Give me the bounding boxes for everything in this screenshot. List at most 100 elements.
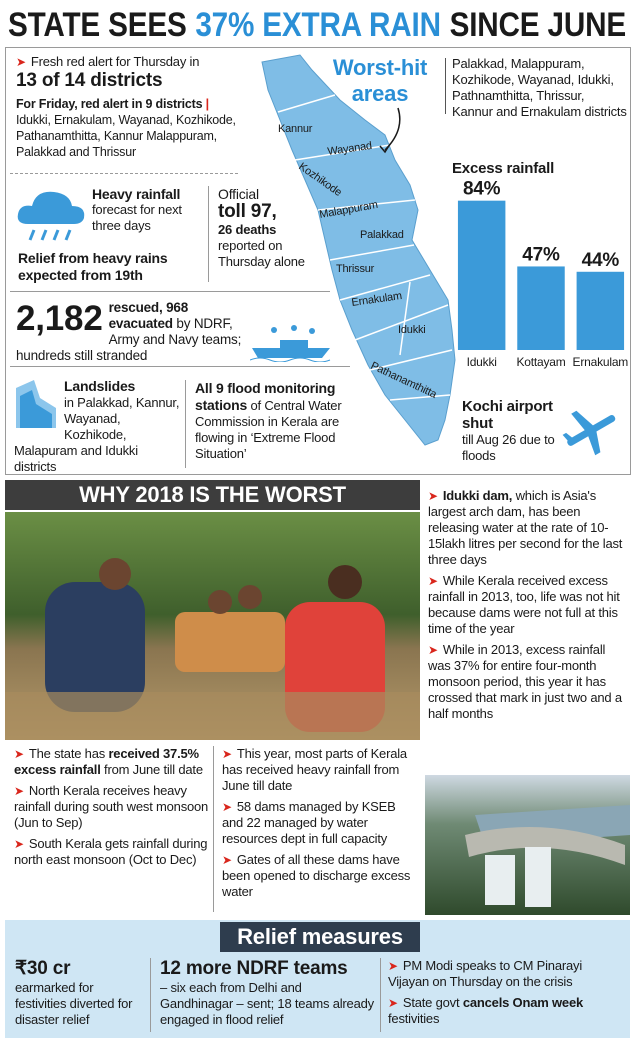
friday-districts: Idukki, Ernakulam, Wayanad, Kozhikode, P… [16, 113, 236, 159]
relief-text: Relief from heavy rains expected from 19… [18, 250, 168, 283]
point: Idukki dam, which is Asia's largest arch… [428, 488, 630, 568]
dam-photo [425, 775, 630, 915]
excess-rainfall-chart: 84% Idukki 47% Kottayam 44% Ernakulam [457, 179, 629, 369]
divider [10, 291, 330, 292]
divider [208, 186, 209, 282]
text: This year, most parts of Kerala has rece… [222, 746, 407, 793]
rescue: 2,182 rescued, 968 evacuated by NDRF, Ar… [16, 300, 251, 369]
toll-number: toll 97, [218, 201, 277, 222]
title: STATE SEES37% EXTRA RAINSINCE JUNE [8, 6, 626, 44]
toll-label: Official [218, 186, 259, 202]
relief-note: Relief from heavy rains expected from 19… [18, 250, 206, 289]
value-label: 84% [463, 179, 501, 200]
landslide-bold: Landslides [64, 378, 136, 394]
bracket [445, 58, 452, 114]
section-heading: WHY 2018 IS THE WORST [5, 480, 420, 510]
worst-left-points: The state has received 37.5% excess rain… [14, 746, 210, 873]
list-text: Palakkad, Malappuram, Kozhikode, Wayanad… [452, 56, 627, 119]
flood-photo [5, 512, 420, 740]
title-highlight: 37% EXTRA RAIN [195, 6, 441, 44]
toll-deaths: 26 deaths [218, 222, 277, 237]
text: which is Asia's largest arch dam, has be… [428, 488, 623, 567]
alert-count: 13 of 14 districts [16, 70, 163, 91]
district-label: Idukki [398, 324, 426, 336]
bar [517, 266, 565, 350]
relief-points: PM Modi speaks to CM Pinarayi Vijayan on… [388, 958, 626, 1032]
divider [10, 366, 350, 367]
plane-icon [562, 410, 616, 456]
landslide-icon [16, 380, 56, 428]
relief-funds: ₹30 cr earmarked for festivities diverte… [15, 958, 147, 1033]
relief-ndrf: 12 more NDRF teams – six each from Delhi… [160, 958, 374, 1033]
top-frame [5, 47, 631, 475]
point: South Kerala gets rainfall during north … [14, 836, 210, 868]
text: The state has [28, 746, 106, 761]
alerts: Fresh red alert for Thursday in 13 of 14… [16, 54, 238, 165]
rescue-bold: rescued, 968 evacuated [108, 300, 189, 331]
funds-bold: ₹30 cr [15, 958, 71, 979]
text: While in 2013, excess rainfall was 37% f… [428, 642, 622, 721]
divider [185, 380, 186, 468]
funds-text: earmarked for festivities diverted for d… [15, 980, 133, 1027]
ndrf-bold: 12 more NDRF teams [160, 958, 348, 979]
district-borders [277, 94, 453, 401]
district-label: Thrissur [336, 263, 375, 275]
district-label: Kannur [278, 123, 313, 135]
divider [380, 958, 381, 1032]
point: The state has received 37.5% excess rain… [14, 746, 210, 778]
forecast-text: forecast for next three days [92, 202, 182, 233]
point-bold: Idukki dam, [442, 488, 513, 503]
text: of Central Water Commission in Kerala ar… [195, 398, 342, 461]
x-tick-label: Kottayam [516, 355, 565, 369]
point: While Kerala received excess rainfall in… [428, 573, 630, 637]
point: State govt cancels Onam week festivities [388, 995, 626, 1027]
relief-heading: Relief measures [220, 922, 420, 952]
divider [213, 746, 214, 912]
landslides: Landslides in Palakkad, Kannur, Wayanad, … [14, 378, 182, 480]
worst-middle-points: This year, most parts of Kerala has rece… [222, 746, 420, 905]
flood-bold: All 9 flood monitoring stations [195, 380, 336, 413]
title-bar: STATE SEES37% EXTRA RAINSINCE JUNE [8, 6, 626, 44]
point-bold: cancels Onam week [462, 995, 583, 1010]
bar [576, 271, 625, 350]
text: State govt [402, 995, 460, 1010]
friday-alert: For Friday, red alert in 9 districts | [16, 97, 209, 111]
title-part: STATE SEES [8, 6, 187, 44]
point: 58 dams managed by KSEB and 22 managed b… [222, 799, 420, 847]
text: in Palakkad, Kannur, Wayanad, Kozhikode,… [14, 395, 180, 474]
worst-hit-list: Palakkad, Malappuram, Kozhikode, Wayanad… [452, 56, 628, 125]
value-label: 44% [582, 250, 620, 271]
x-tick-label: Idukki [467, 355, 497, 369]
text: from June till date [104, 762, 203, 777]
district-label: Palakkad [360, 229, 404, 241]
boat-icon [250, 325, 331, 362]
divider [10, 173, 238, 174]
forecast-title: Heavy rainfall [92, 186, 181, 202]
text: South Kerala gets rainfall during north … [14, 836, 208, 867]
text: For Friday, red alert in 9 districts [16, 97, 203, 111]
text: Gates of all these dams have been opened… [222, 852, 411, 899]
text: PM Modi speaks to CM Pinarayi Vijayan on… [388, 958, 583, 989]
x-tick-label: Ernakulam [573, 355, 629, 369]
flood-stations: All 9 flood monitoring stations of Centr… [195, 380, 365, 467]
rescue-text: rescued, 968 evacuated by NDRF, Army and… [16, 300, 251, 364]
forecast: Heavy rainfall forecast for next three d… [92, 186, 204, 239]
point: North Kerala receives heavy rainfall dur… [14, 783, 210, 831]
text: 58 dams managed by KSEB and 22 managed b… [222, 799, 396, 846]
point: PM Modi speaks to CM Pinarayi Vijayan on… [388, 958, 626, 990]
value-label: 47% [522, 244, 560, 265]
point: While in 2013, excess rainfall was 37% f… [428, 642, 630, 722]
point-bold: received 37.5% excess rainfall [14, 746, 199, 777]
rain-icon [17, 191, 85, 241]
toll-text: reported on Thursday alone [218, 238, 305, 269]
alert-text: Fresh red alert for Thursday in [16, 54, 238, 70]
airport-text: till Aug 26 due to floods [462, 432, 555, 463]
worst-hit-callout: Worst-hit areas [332, 55, 428, 106]
text: Fresh red alert for Thursday in [30, 54, 200, 69]
kerala-map: Kannur Wayanad Kozhikode Malappuram Pala… [261, 54, 456, 446]
landslide-text: Landslides in Palakkad, Kannur, Wayanad, … [14, 378, 182, 475]
chart-title: Excess rainfall [452, 160, 555, 177]
text: festivities [388, 1011, 440, 1026]
airport-bold: Kochi airport shut [462, 398, 553, 432]
airport: Kochi airport shut till Aug 26 due to fl… [462, 398, 562, 469]
